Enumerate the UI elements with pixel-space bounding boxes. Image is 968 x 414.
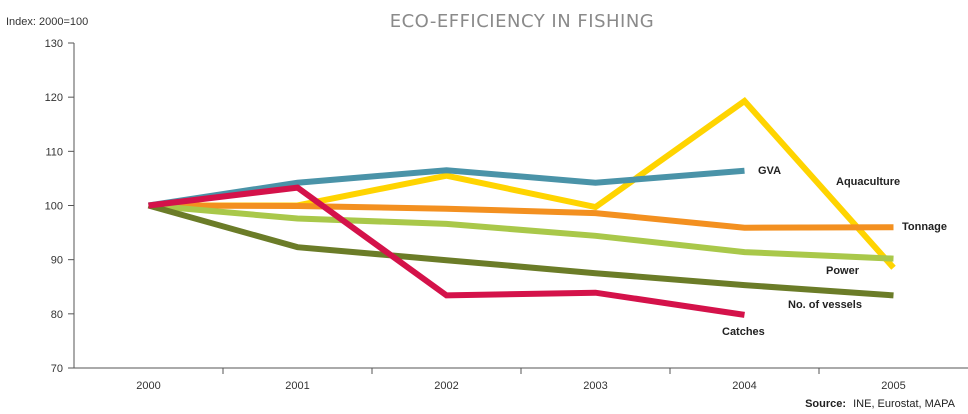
y-tick-label: 80 — [51, 309, 63, 321]
series-line-tonnage — [148, 202, 894, 231]
x-tick-label: 2001 — [285, 380, 309, 392]
y-tick-label: 100 — [45, 201, 63, 213]
series-lines — [147, 96, 896, 318]
series-label-gva: GVA — [758, 165, 781, 177]
x-tick-label: 2002 — [434, 380, 458, 392]
y-axis: 70 80 90 100 110 120 130 — [45, 38, 75, 375]
chart-title: ECO-EFFICIENCY IN FISHING — [390, 11, 655, 32]
series-line-catches — [148, 184, 745, 318]
series-label-power: Power — [826, 265, 860, 277]
source-value: INE, Eurostat, MAPA — [853, 398, 956, 410]
y-tick-label: 90 — [51, 255, 63, 267]
y-tick-label: 70 — [51, 363, 63, 375]
y-tick-label: 130 — [45, 38, 63, 50]
series-label-no-of-vessels: No. of vessels — [788, 299, 862, 311]
y-tick-label: 110 — [45, 146, 63, 158]
y-axis-label: Index: 2000=100 — [6, 16, 88, 28]
series-label-aquaculture: Aquaculture — [836, 176, 900, 188]
series-label-catches: Catches — [722, 326, 765, 338]
x-tick-label: 2004 — [732, 380, 756, 392]
series-line-aquaculture — [148, 96, 896, 270]
series-line-power — [148, 202, 894, 262]
x-tick-label: 2003 — [583, 380, 607, 392]
x-tick-label: 2005 — [881, 380, 905, 392]
source-label: Source: — [805, 398, 846, 410]
series-line-gva — [148, 167, 745, 209]
series-label-tonnage: Tonnage — [902, 221, 947, 233]
y-tick-label: 120 — [45, 92, 63, 104]
series-line-no-of-vessels — [147, 202, 894, 299]
source-note: Source: INE, Eurostat, MAPA — [805, 398, 956, 410]
x-tick-label: 2000 — [136, 380, 160, 392]
x-axis: 2000 2001 2002 2003 2004 2005 — [74, 367, 968, 392]
series-labels: Aquaculture GVA Tonnage Power No. of vessels… — [722, 165, 947, 338]
